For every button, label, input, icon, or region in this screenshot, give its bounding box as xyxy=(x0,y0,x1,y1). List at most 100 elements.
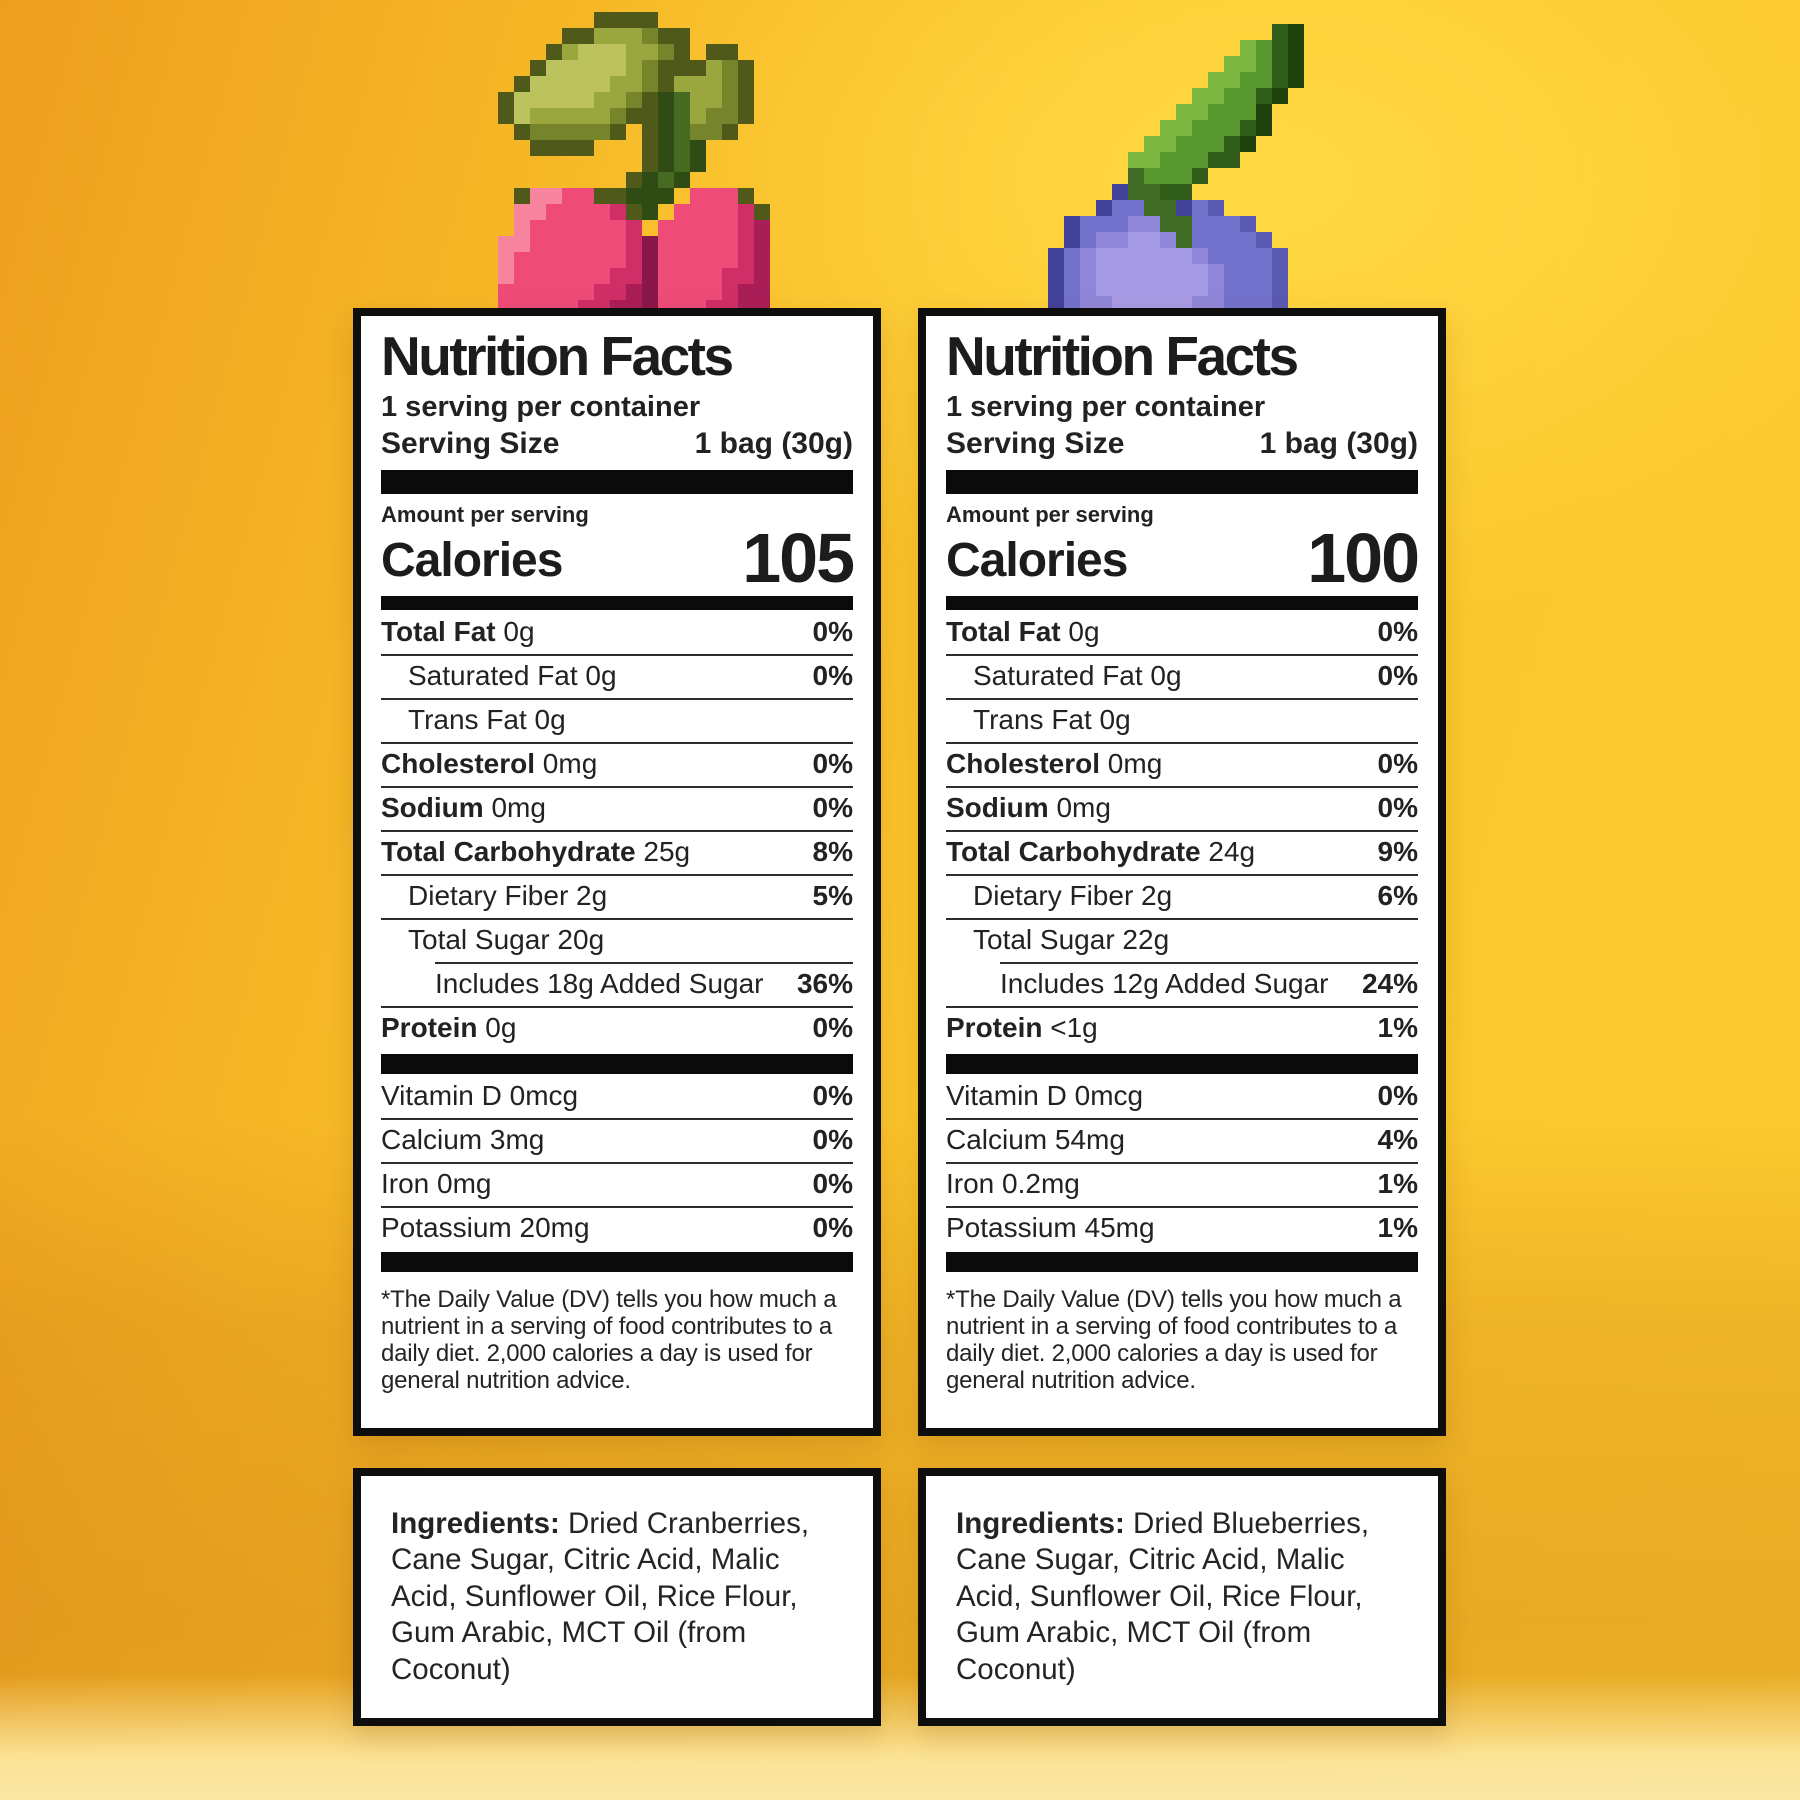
nutrient-name: Sodium 0mg xyxy=(381,791,546,823)
nutrient-row: Potassium 45mg 1% xyxy=(946,1205,1418,1250)
nutrition-facts-title: Nutrition Facts xyxy=(381,325,734,387)
percent-daily-value: 1% xyxy=(1377,1167,1418,1199)
nutrient-row: Total Sugar 20g xyxy=(381,917,853,962)
nutrient-row: Vitamin D 0mcg 0% xyxy=(381,1074,853,1118)
nutrient-name: Vitamin D 0mcg xyxy=(381,1079,579,1111)
amount-per-serving-label: Amount per serving xyxy=(946,501,1154,527)
nutrient-row: Total Sugar 22g xyxy=(946,917,1418,962)
nutrient-name: Cholesterol 0mg xyxy=(946,747,1163,779)
nutrient-row: Dietary Fiber 2g 6% xyxy=(946,873,1418,918)
percent-daily-value: 0% xyxy=(812,1211,853,1243)
vitamin-rows: Vitamin D 0mcg 0% Calcium 3mg 0% Iron 0mg 0% P… xyxy=(381,1074,853,1250)
serving-size-value: 1 bag (30g) xyxy=(1259,426,1418,460)
calories-label: Calories xyxy=(381,533,563,587)
servings-per-container: 1 serving per container xyxy=(381,390,701,423)
percent-daily-value: 4% xyxy=(1377,1123,1418,1155)
thick-divider-bar xyxy=(946,469,1418,494)
nutrient-name: Potassium 20mg xyxy=(381,1211,590,1243)
nutrient-row: Iron 0mg 0% xyxy=(381,1161,853,1206)
nutrient-name: Total Sugar 20g xyxy=(408,923,605,955)
percent-daily-value: 8% xyxy=(812,835,853,867)
percent-daily-value: 0% xyxy=(1377,747,1418,779)
percent-daily-value: 0% xyxy=(812,1123,853,1155)
percent-daily-value: 5% xyxy=(812,879,853,911)
percent-daily-value: 24% xyxy=(1361,967,1418,999)
nutrition-facts-title: Nutrition Facts xyxy=(946,325,1299,387)
nutrient-row: Total Carbohydrate 25g 8% xyxy=(381,829,853,874)
percent-daily-value: 9% xyxy=(1377,835,1418,867)
nutrient-name: Dietary Fiber 2g xyxy=(408,879,608,911)
nutrient-name: Iron 0.2mg xyxy=(946,1167,1080,1199)
percent-daily-value: 0% xyxy=(1377,791,1418,823)
percent-daily-value: 0% xyxy=(812,659,853,691)
nutrient-row: Protein 0g 0% xyxy=(381,1005,853,1050)
nutrient-row: Sodium 0mg 0% xyxy=(381,785,853,830)
nutrient-row: Trans Fat 0g xyxy=(381,697,853,742)
thick-divider-bar xyxy=(381,595,853,610)
calories-value: 105 xyxy=(742,518,855,597)
nutrient-row: Cholesterol 0mg 0% xyxy=(381,741,853,786)
nutrient-rows: Total Fat 0g 0% Saturated Fat 0g 0% Trans Fa… xyxy=(946,610,1418,1050)
ingredients-text: Ingredients: Dried Blueberries, Cane Sug… xyxy=(956,1506,1370,1686)
calories-row: Calories 100 xyxy=(946,518,1420,597)
nutrient-row: Trans Fat 0g xyxy=(946,697,1418,742)
percent-daily-value: 0% xyxy=(812,747,853,779)
cherry-pixel-art xyxy=(498,12,770,316)
nutrient-name: Protein 0g xyxy=(381,1011,517,1043)
nutrient-name: Iron 0mg xyxy=(381,1167,492,1199)
ingredients-box-cranberry: Ingredients: Dried Cranberries, Cane Sug… xyxy=(353,1468,881,1726)
nutrient-row: Cholesterol 0mg 0% xyxy=(946,741,1418,786)
calories-row: Calories 105 xyxy=(381,518,855,597)
serving-size-row: Serving Size 1 bag (30g) xyxy=(381,427,853,461)
servings-per-container: 1 serving per container xyxy=(946,390,1266,423)
percent-daily-value: 0% xyxy=(812,615,853,647)
amount-per-serving-label: Amount per serving xyxy=(381,501,589,527)
percent-daily-value: 0% xyxy=(812,1167,853,1199)
blueberry-pixel-art xyxy=(1048,24,1304,312)
nutrient-row: Calcium 3mg 0% xyxy=(381,1117,853,1162)
nutrient-row: Total Fat 0g 0% xyxy=(946,610,1418,654)
thick-divider-bar xyxy=(946,595,1418,610)
percent-daily-value: 1% xyxy=(1377,1011,1418,1043)
nutrient-name: Saturated Fat 0g xyxy=(408,659,617,691)
nutrient-row: Includes 18g Added Sugar 36% xyxy=(381,961,853,1006)
percent-daily-value: 0% xyxy=(1377,659,1418,691)
percent-daily-value: 36% xyxy=(796,967,853,999)
nutrient-name: Cholesterol 0mg xyxy=(381,747,598,779)
percent-daily-value: 0% xyxy=(812,1011,853,1043)
thick-divider-bar xyxy=(946,1251,1418,1272)
nutrition-label-blueberry: Nutrition Facts 1 serving per container … xyxy=(918,308,1446,1436)
nutrient-row: Total Carbohydrate 24g 9% xyxy=(946,829,1418,874)
calories-value: 100 xyxy=(1307,518,1420,597)
nutrient-row: Dietary Fiber 2g 5% xyxy=(381,873,853,918)
nutrient-row: Total Fat 0g 0% xyxy=(381,610,853,654)
nutrient-name: Trans Fat 0g xyxy=(973,703,1131,735)
nutrient-name: Calcium 54mg xyxy=(946,1123,1125,1155)
ingredients-text: Ingredients: Dried Cranberries, Cane Sug… xyxy=(391,1506,810,1686)
thick-divider-bar xyxy=(381,1251,853,1272)
daily-value-footnote: *The Daily Value (DV) tells you how much… xyxy=(946,1285,1402,1394)
thick-divider-bar xyxy=(381,1053,853,1074)
serving-size-value: 1 bag (30g) xyxy=(694,426,853,460)
nutrient-row: Protein <1g 1% xyxy=(946,1005,1418,1050)
nutrient-row: Calcium 54mg 4% xyxy=(946,1117,1418,1162)
nutrient-name: Sodium 0mg xyxy=(946,791,1111,823)
thick-divider-bar xyxy=(946,1053,1418,1074)
nutrient-row: Vitamin D 0mcg 0% xyxy=(946,1074,1418,1118)
nutrient-name: Total Carbohydrate 24g xyxy=(946,835,1256,867)
nutrient-row: Iron 0.2mg 1% xyxy=(946,1161,1418,1206)
nutrient-name: Calcium 3mg xyxy=(381,1123,545,1155)
nutrient-name: Saturated Fat 0g xyxy=(973,659,1182,691)
nutrient-rows: Total Fat 0g 0% Saturated Fat 0g 0% Trans Fa… xyxy=(381,610,853,1050)
thick-divider-bar xyxy=(381,469,853,494)
nutrient-name: Potassium 45mg xyxy=(946,1211,1155,1243)
nutrient-name: Vitamin D 0mcg xyxy=(946,1079,1144,1111)
percent-daily-value: 0% xyxy=(812,791,853,823)
nutrient-name: Protein <1g xyxy=(946,1011,1098,1043)
nutrient-row: Saturated Fat 0g 0% xyxy=(946,653,1418,698)
percent-daily-value: 0% xyxy=(812,1079,853,1111)
nutrient-row: Sodium 0mg 0% xyxy=(946,785,1418,830)
nutrient-name: Includes 12g Added Sugar xyxy=(1000,967,1329,999)
nutrition-label-cranberry: Nutrition Facts 1 serving per container … xyxy=(353,308,881,1436)
